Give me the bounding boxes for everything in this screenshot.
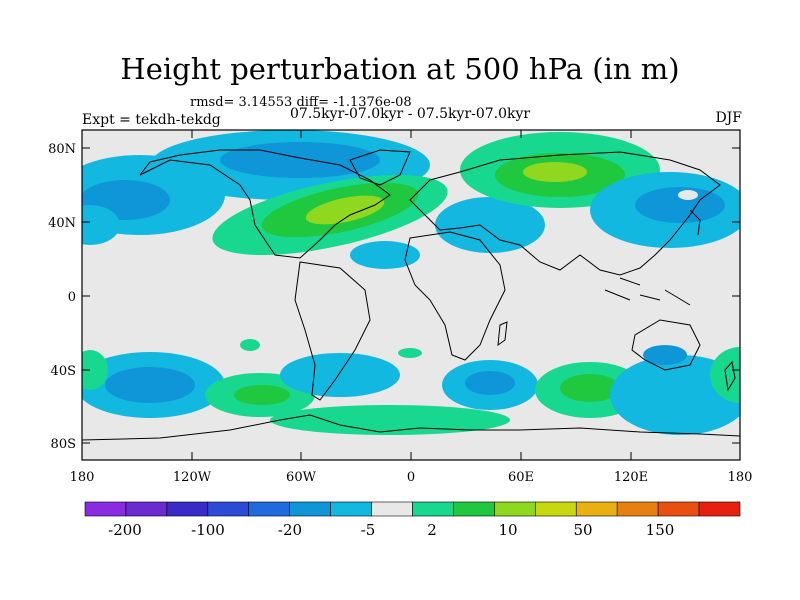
lon-tick-label: 120W [173,470,212,485]
contour-region [105,367,195,403]
contour-region [610,355,740,435]
coastline-south-america [294,261,371,401]
colorbar-label: 2 [427,521,437,539]
colorbar-label: 10 [498,521,517,539]
longitude-axis: 180 120W 60W 0 60E 120E 180 [70,130,753,485]
coastline-indonesia [604,277,691,306]
contour-region [280,353,400,397]
colorbar-swatch [84,501,127,517]
lat-tick-label: 40N [48,216,76,231]
coastline-antarctica [82,414,740,441]
plot-title: Height perturbation at 500 hPa (in m) [120,52,680,86]
lat-tick-label: 0 [68,290,76,305]
contour-region [678,190,698,200]
contour-region [220,142,380,178]
colorbar-swatch [412,501,454,517]
lon-tick-label: 60W [286,470,317,485]
colorbar-swatch [330,501,372,517]
contour-region [435,197,545,253]
colorbar-swatch [453,501,495,517]
coastline-madagascar [497,321,508,347]
lon-tick-label: 0 [407,470,415,485]
contour-region [305,195,385,225]
contour-region [82,350,108,390]
colorbar-swatch [657,501,700,517]
coastline-greenland [349,149,411,186]
contour-region [560,374,620,402]
contour-fields [82,130,740,435]
colorbar-swatch [494,501,536,517]
colorbar-label: -20 [278,521,302,539]
contour-region [350,241,420,269]
contour-region [465,371,515,395]
stats-text: rmsd= 3.14553 diff= -1.1376e-08 [190,95,412,110]
contour-region [643,345,687,365]
colorbar-swatch [616,501,659,517]
season-label: DJF [715,110,742,126]
colorbar-label: 50 [573,521,592,539]
colorbar-swatch [535,501,577,517]
coastline-eurasia [409,151,721,276]
contour-region [523,162,587,182]
colorbar-label: -200 [108,521,142,539]
latitude-axis: 80N 40N 0 40S 80S [48,142,740,452]
lon-tick-label: 60E [508,470,534,485]
colorbar-swatch [248,501,290,517]
period-label: 07.5kyr-07.0kyr - 07.5kyr-07.0kyr [290,106,531,122]
contour-region [635,187,725,223]
colorbar-label: 150 [646,521,675,539]
contour-region [82,205,120,245]
colorbar [84,501,741,517]
colorbar-label: -100 [191,521,225,539]
lon-tick-label: 180 [728,470,753,485]
contour-region [270,405,510,435]
colorbar-swatch [371,501,413,517]
coastline-japan [689,209,701,236]
contour-region [234,385,290,405]
coastline-new-zealand [724,360,736,392]
lat-tick-label: 40S [51,364,76,379]
colorbar-swatch [125,501,168,517]
colorbar-swatch [575,501,618,517]
coastlines [82,149,740,441]
experiment-label: Expt = tekdh-tekdg [82,112,221,128]
colorbar-label: -5 [361,521,376,539]
coastline-north-america [139,149,391,259]
colorbar-swatch [698,501,741,517]
colorbar-swatch [207,501,250,517]
contour-region [240,339,260,351]
lon-tick-label: 180 [70,470,95,485]
contour-region [710,347,740,403]
coastline-africa [404,231,506,361]
contour-region [398,348,422,358]
lat-tick-label: 80N [48,142,76,157]
colorbar-swatch [289,501,331,517]
colorbar-swatch [166,501,209,517]
lon-tick-label: 120E [614,470,648,485]
colorbar-labels: -200 -100 -20 -5 2 10 50 150 [108,521,674,539]
coastline-australia [631,319,701,371]
lat-tick-label: 80S [51,437,76,452]
